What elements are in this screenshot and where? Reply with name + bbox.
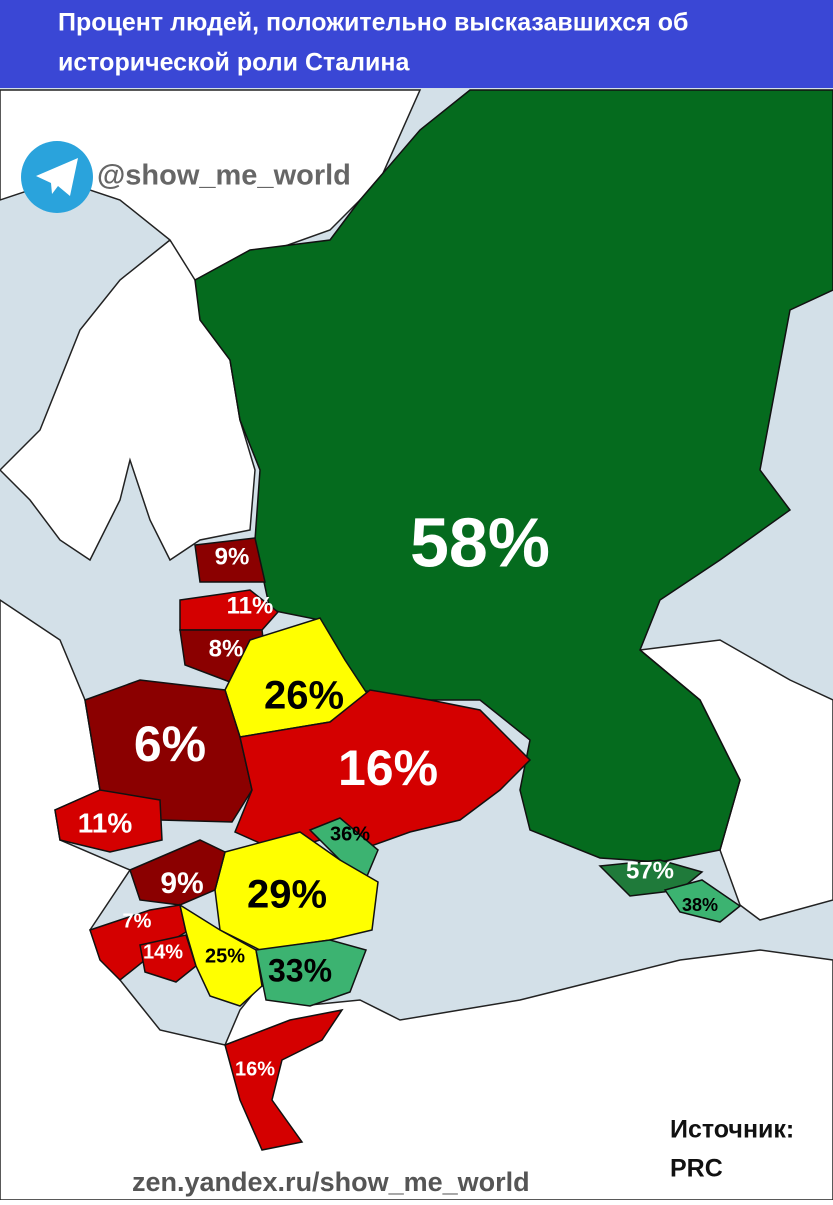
country-label: 57% (626, 857, 674, 884)
black-sea (380, 840, 630, 945)
country-label: 25% (205, 945, 245, 967)
country (234, 689, 532, 853)
icon-plane (36, 158, 78, 196)
regions (54, 89, 833, 1151)
country-label: 16% (338, 740, 438, 796)
country-label: 7% (123, 910, 152, 932)
header-bar (0, 0, 833, 88)
country-label: 9% (160, 867, 203, 900)
country-label: 14% (143, 941, 183, 963)
country-label: 11% (78, 807, 133, 838)
country-label: 11% (227, 592, 274, 619)
title-line: исторической роли Сталина (58, 49, 411, 77)
country (179, 589, 280, 631)
country-label: 33% (268, 952, 332, 988)
country-label: 36% (330, 823, 370, 845)
country-label: 29% (247, 873, 327, 917)
country (129, 839, 226, 906)
source-label: Источник: (670, 1116, 794, 1144)
country-label: 58% (410, 503, 550, 581)
land (0, 89, 833, 1201)
country-label: 8% (209, 635, 244, 662)
country (178, 903, 263, 1007)
country-label: 38% (682, 895, 718, 915)
country (194, 537, 266, 583)
country (255, 939, 367, 1007)
country (214, 831, 379, 951)
handle: @show_me_world (97, 160, 351, 192)
country (308, 817, 379, 890)
country-label: 9% (215, 543, 250, 570)
country-label: 16% (235, 1058, 275, 1080)
country (54, 789, 163, 853)
country-label: 6% (134, 716, 206, 772)
country (224, 1008, 344, 1151)
footer-url: zen.yandex.ru/show_me_world (132, 1167, 530, 1197)
source: PRC (670, 1155, 723, 1183)
scandinavia (0, 238, 256, 562)
telegram-icon (21, 141, 93, 213)
title-line: Процент людей, положительно высказавшихс… (58, 9, 688, 37)
country-label: 26% (264, 674, 344, 718)
country (663, 879, 742, 923)
country (139, 934, 197, 983)
labels: 58% 9% 11% 8% 26% 6% 16% 11% 36% 29% 9% 7% 14% 25% 33%… (78, 503, 718, 1080)
